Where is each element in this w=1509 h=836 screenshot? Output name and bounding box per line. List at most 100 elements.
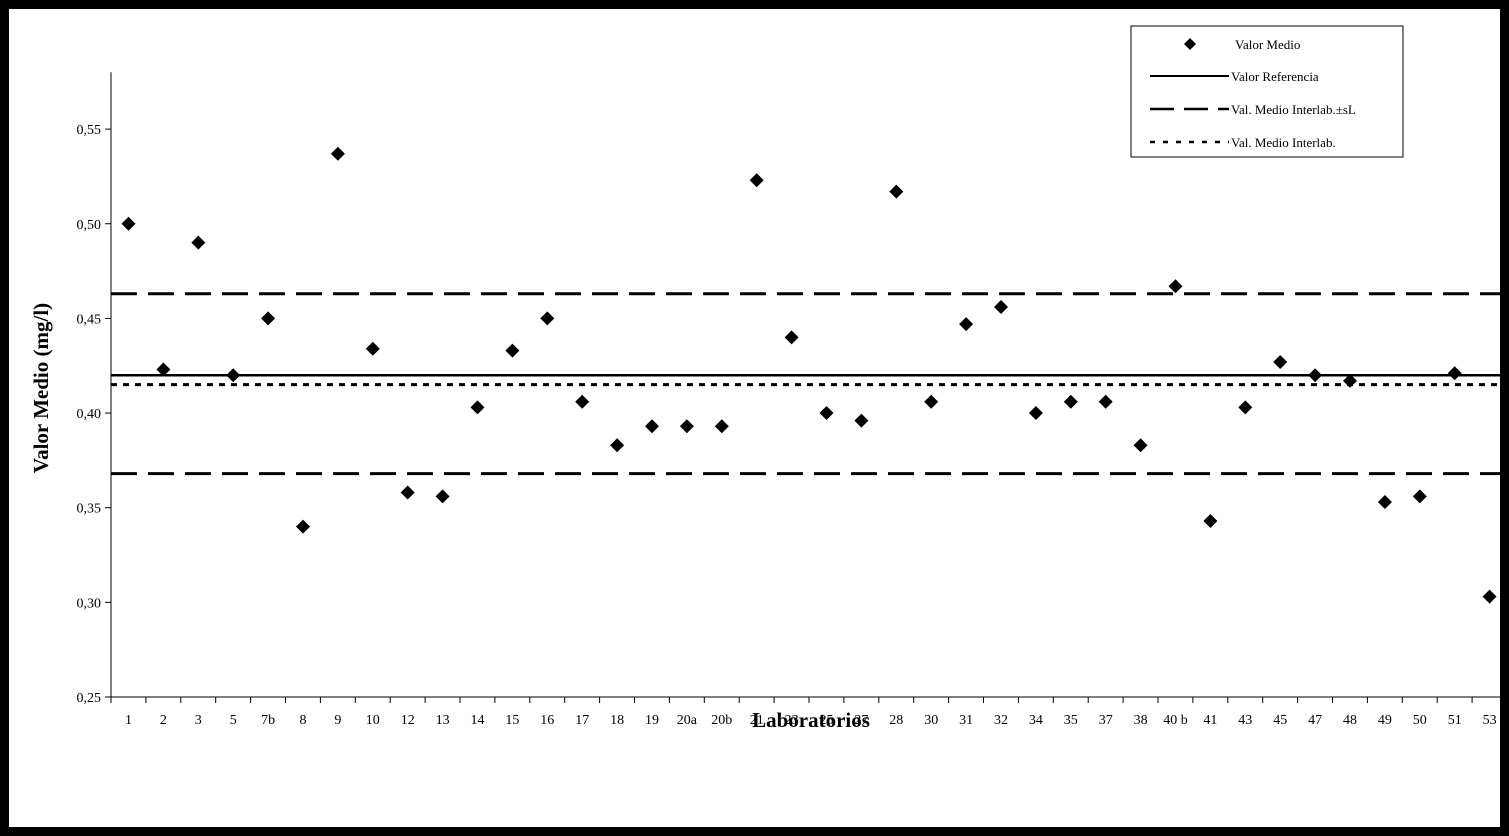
x-tick-label: 2	[160, 713, 167, 728]
data-point-diamond	[540, 311, 555, 326]
y-tick-label: 0,40	[77, 407, 102, 422]
data-point-diamond	[959, 317, 974, 332]
data-point-diamond	[435, 489, 450, 504]
legend-marker-diamond	[1184, 38, 1196, 50]
data-point-diamond	[1028, 406, 1043, 421]
data-point-diamond	[679, 419, 694, 434]
x-tick-label: 30	[924, 713, 938, 728]
x-tick-label: 20a	[677, 713, 698, 728]
data-point-diamond	[1308, 368, 1323, 383]
legend-label: Val. Medio Interlab.	[1231, 135, 1336, 150]
data-point-diamond	[714, 419, 729, 434]
data-point-diamond	[784, 330, 799, 345]
x-tick-label: 31	[959, 713, 973, 728]
data-point-diamond	[854, 413, 869, 428]
axes	[105, 72, 1508, 703]
x-tick-label: 43	[1238, 713, 1252, 728]
data-point-diamond	[261, 311, 276, 326]
y-axis-title: Valor Medio (mg/l)	[29, 303, 53, 473]
x-tick-label: 35	[1064, 713, 1078, 728]
x-tick-label: 50	[1413, 713, 1427, 728]
x-tick-label: 15	[505, 713, 519, 728]
data-point-diamond	[645, 419, 659, 434]
data-point-diamond	[1168, 279, 1183, 294]
reference-lines	[111, 292, 1500, 476]
x-tick-label: 16	[540, 713, 554, 728]
data-point-diamond	[749, 173, 764, 188]
x-tick-label: 37	[1099, 713, 1113, 728]
y-tick-labels: 0,25 0,30 0,35 0,40 0,45 0,50 0,55	[77, 123, 102, 706]
x-tick-label: 20b	[711, 713, 732, 728]
data-point-diamond	[1447, 366, 1462, 381]
legend-label: Valor Referencia	[1231, 69, 1319, 84]
data-point-diamond	[1098, 394, 1113, 409]
x-tick-label: 17	[575, 713, 589, 728]
x-tick-label: 1	[125, 713, 132, 728]
x-tick-label: 3	[195, 713, 202, 728]
data-point-diamond	[1412, 489, 1427, 504]
data-point-diamond	[226, 368, 241, 383]
y-tick-label: 0,45	[77, 312, 102, 327]
x-tick-label: 8	[300, 713, 307, 728]
x-tick-label: 10	[366, 713, 380, 728]
x-tick-label: 12	[401, 713, 415, 728]
data-point-diamond	[470, 400, 485, 415]
data-point-diamond	[889, 184, 904, 199]
data-point-diamond	[121, 216, 136, 231]
x-axis-title: Laboratorios	[752, 708, 870, 732]
x-tick-label: 14	[471, 713, 485, 728]
x-tick-label: 40 b	[1163, 713, 1188, 728]
data-point-diamond	[924, 394, 939, 409]
data-point-diamond	[1238, 400, 1253, 415]
data-points	[121, 146, 1497, 604]
x-tick-label: 19	[645, 713, 659, 728]
x-tick-label: 41	[1203, 713, 1217, 728]
x-tick-label: 9	[334, 713, 341, 728]
data-point-diamond	[819, 406, 834, 421]
data-point-diamond	[1343, 373, 1357, 388]
data-point-diamond	[505, 343, 520, 358]
data-point-diamond	[1203, 513, 1218, 528]
data-point-diamond	[1133, 438, 1148, 453]
x-tick-label: 51	[1448, 713, 1462, 728]
data-point-diamond	[1063, 394, 1078, 409]
x-tick-label: 49	[1378, 713, 1392, 728]
y-tick-label: 0,25	[77, 691, 102, 706]
data-point-diamond	[575, 394, 590, 409]
x-tick-label: 53	[1483, 713, 1497, 728]
x-tick-label: 32	[994, 713, 1008, 728]
legend-box	[1130, 25, 1404, 158]
data-point-diamond	[330, 146, 345, 161]
x-tick-labels: 1 2 3 5 7b 8 9 10 12 13 14 15 16 17 18 19 20a 20b 21 23 25 27…	[125, 713, 1497, 728]
data-point-diamond	[1273, 354, 1288, 369]
data-point-diamond	[1377, 495, 1392, 510]
y-tick-label: 0,30	[77, 596, 102, 611]
x-tick-label: 13	[436, 713, 450, 728]
legend-label: Valor Medio	[1235, 37, 1300, 52]
x-tick-label: 47	[1308, 713, 1322, 728]
x-tick-label: 48	[1343, 713, 1357, 728]
legend-label: Val. Medio Interlab.±sL	[1231, 102, 1356, 117]
data-point-diamond	[1482, 589, 1497, 604]
data-point-diamond	[191, 235, 206, 250]
data-point-diamond	[610, 438, 625, 453]
x-tick-label: 34	[1029, 713, 1043, 728]
x-tick-label: 21	[750, 713, 764, 728]
x-tick-label: 18	[610, 713, 624, 728]
x-tick-label: 45	[1273, 713, 1287, 728]
data-point-diamond	[400, 485, 415, 500]
x-tick-label: 5	[230, 713, 237, 728]
data-point-diamond	[296, 519, 310, 534]
x-tick-label: 25	[820, 713, 834, 728]
y-tick-label: 0,55	[77, 123, 102, 138]
x-tick-label: 38	[1134, 713, 1148, 728]
data-point-diamond	[994, 300, 1008, 315]
y-tick-label: 0,50	[77, 218, 102, 233]
x-tick-label: 23	[785, 713, 799, 728]
data-point-diamond	[365, 341, 380, 356]
x-tick-label: 27	[854, 713, 868, 728]
legend: Valor Medio Valor Referencia Val. Medio In…	[1130, 25, 1404, 158]
x-tick-label: 7b	[261, 713, 275, 728]
data-point-diamond	[156, 362, 171, 377]
